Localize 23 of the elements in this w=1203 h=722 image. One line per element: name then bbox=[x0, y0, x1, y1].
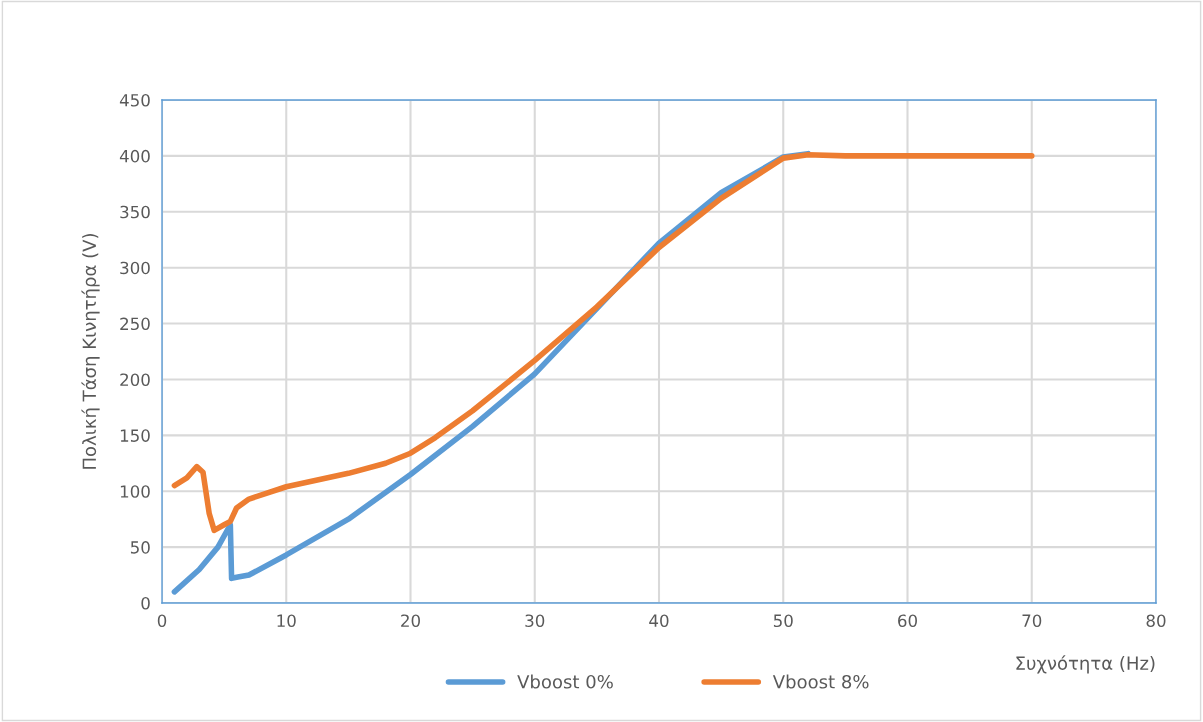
y-axis-title: Πολική Τάση Κινητήρα (V) bbox=[81, 233, 100, 469]
x-tick-label: 30 bbox=[525, 614, 545, 628]
x-tick-label: 40 bbox=[649, 614, 669, 628]
legend-label: Vboost 8% bbox=[772, 674, 869, 689]
y-tick-label: 400 bbox=[119, 149, 150, 163]
x-tick-label: 60 bbox=[898, 614, 917, 628]
y-tick-label: 350 bbox=[120, 205, 150, 219]
y-tick-label: 250 bbox=[120, 317, 150, 331]
y-tick-label: 450 bbox=[119, 93, 150, 107]
x-tick-label: 10 bbox=[277, 614, 296, 628]
y-tick-label: 50 bbox=[130, 541, 150, 554]
legend-label: Vboost 0% bbox=[517, 674, 613, 689]
x-tick-label: 50 bbox=[773, 614, 793, 628]
x-tick-label: 80 bbox=[1146, 614, 1166, 628]
x-tick-label: 0 bbox=[157, 614, 167, 628]
y-tick-label: 100 bbox=[120, 485, 150, 498]
y-tick-label: 300 bbox=[120, 261, 150, 275]
x-tick-label: 70 bbox=[1022, 614, 1042, 628]
x-tick-label: 20 bbox=[401, 614, 420, 628]
y-tick-label: 200 bbox=[120, 373, 150, 387]
y-tick-label: 150 bbox=[120, 429, 150, 442]
y-tick-label: 0 bbox=[141, 596, 150, 610]
x-axis-title: Συχνότητα (Hz) bbox=[1016, 655, 1155, 674]
